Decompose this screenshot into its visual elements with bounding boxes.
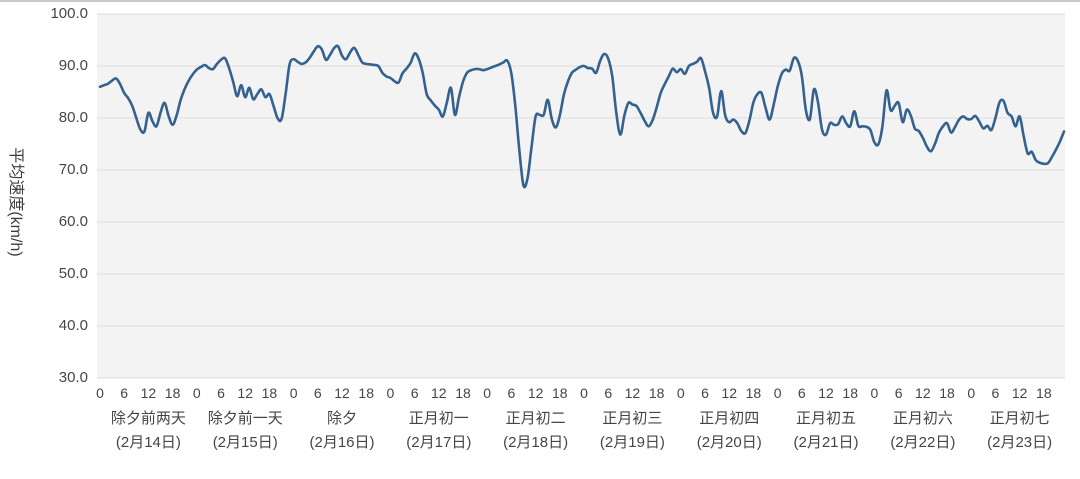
x-axis-hour-tick-label: 0	[870, 385, 879, 401]
x-axis-hour-tick-label: 0	[967, 385, 976, 401]
x-axis-hour-tick-label: 0	[676, 385, 685, 401]
day-date: (2月23日)	[987, 434, 1053, 451]
y-axis-tick-label: 70.0	[58, 161, 88, 178]
speed-line-series	[98, 44, 1066, 189]
day-name: 除夕前一天	[207, 410, 283, 427]
x-axis-hour-tick-label: 12	[721, 385, 737, 401]
day-date: (2月18日)	[503, 434, 569, 451]
x-axis-hour-tick-label: 12	[818, 385, 834, 401]
day-label: 正月初一 (2月17日)	[369, 410, 509, 451]
day-label: 正月初三 (2月19日)	[562, 410, 702, 451]
x-axis-hour-tick-label: 0	[96, 385, 104, 401]
day-label: 正月初六 (2月22日)	[853, 410, 993, 451]
day-label: 正月初五 (2月21日)	[756, 410, 896, 451]
x-axis-hour-tick-label: 6	[701, 385, 709, 401]
x-axis-hour-tick-label: 18	[552, 385, 568, 401]
day-date: (2月14日)	[115, 434, 181, 451]
x-axis-hour-tick-label: 18	[455, 385, 471, 401]
x-axis-hour-tick-label: 0	[773, 385, 782, 401]
day-name: 正月初一	[408, 410, 469, 427]
x-axis-hour-tick-label: 18	[842, 385, 858, 401]
x-axis-hour-tick-label: 18	[745, 385, 762, 401]
day-name: 正月初七	[989, 410, 1050, 427]
y-axis-tick-label: 60.0	[58, 213, 88, 230]
day-date: (2月16日)	[309, 434, 375, 451]
y-axis-title: 平均速度(km/h)	[7, 147, 24, 257]
plot-area	[97, 14, 1065, 378]
x-axis-hour-tick-label: 6	[604, 385, 613, 401]
day-name: 正月初二	[505, 410, 566, 427]
y-axis-tick-label: 80.0	[58, 109, 88, 126]
x-axis-hour-tick-label: 12	[431, 385, 447, 401]
x-axis-hour-tick-label: 18	[939, 385, 955, 401]
x-axis-hour-tick-label: 6	[991, 385, 1000, 401]
x-axis-hour-tick-label: 6	[410, 385, 419, 401]
day-date: (2月15日)	[212, 434, 278, 451]
day-label: 正月初四 (2月20日)	[659, 410, 799, 451]
x-axis-hour-tick-label: 6	[507, 385, 516, 401]
day-label: 正月初七 (2月23日)	[950, 410, 1080, 451]
x-axis-hour-tick-label: 6	[313, 385, 322, 401]
x-axis-hour-tick-label: 12	[624, 385, 641, 401]
day-label: 除夕 (2月16日)	[272, 410, 412, 451]
x-axis-hour-tick-label: 12	[334, 385, 350, 401]
day-label: 正月初二 (2月18日)	[466, 410, 606, 451]
day-date: (2月22日)	[890, 434, 956, 451]
y-axis-tick-label: 90.0	[58, 57, 88, 74]
x-axis-hour-tick-label: 0	[580, 385, 588, 401]
x-axis-hour-tick-label: 12	[1011, 385, 1028, 401]
day-name: 除夕	[326, 410, 357, 427]
x-axis-hour-tick-label: 0	[386, 385, 395, 401]
x-axis-hour-tick-label: 0	[483, 385, 492, 401]
x-axis-hour-tick-label: 0	[289, 385, 298, 401]
x-axis-hour-tick-label: 6	[217, 385, 225, 401]
x-axis-hour-tick-label: 18	[1036, 385, 1052, 401]
x-axis-hour-tick-label: 12	[237, 385, 253, 401]
top-border-line	[0, 0, 1080, 2]
x-axis-hour-tick-label: 12	[527, 385, 544, 401]
x-axis-hour-tick-label: 18	[358, 385, 374, 401]
day-label: 除夕前一天 (2月15日)	[175, 410, 315, 451]
day-name: 正月初三	[602, 410, 663, 427]
x-axis-hour-tick-label: 18	[261, 385, 278, 401]
day-date: (2月17日)	[406, 434, 472, 451]
y-axis-tick-label: 30.0	[58, 369, 88, 386]
day-date: (2月21日)	[793, 434, 859, 451]
y-axis-tick-label: 40.0	[58, 317, 88, 334]
day-name: 正月初五	[796, 410, 857, 427]
x-axis-hour-tick-label: 0	[192, 385, 201, 401]
y-axis-tick-label: 100.0	[50, 5, 88, 22]
day-name: 除夕前两天	[110, 410, 186, 427]
x-axis-hour-tick-label: 12	[140, 385, 157, 401]
x-axis-hour-tick-label: 18	[164, 385, 181, 401]
day-name: 正月初六	[892, 410, 953, 427]
y-axis-tick-label: 50.0	[58, 265, 88, 282]
x-axis-hour-tick-label: 6	[894, 385, 903, 401]
x-axis-hour-tick-label: 18	[648, 385, 665, 401]
x-axis-hour-tick-label: 6	[120, 385, 129, 401]
day-name: 正月初四	[699, 410, 760, 427]
day-date: (2月20日)	[696, 434, 762, 451]
day-label: 除夕前两天 (2月14日)	[78, 410, 218, 451]
x-axis-hour-tick-label: 6	[797, 385, 806, 401]
x-axis-hour-tick-label: 12	[915, 385, 931, 401]
day-date: (2月19日)	[599, 434, 665, 451]
